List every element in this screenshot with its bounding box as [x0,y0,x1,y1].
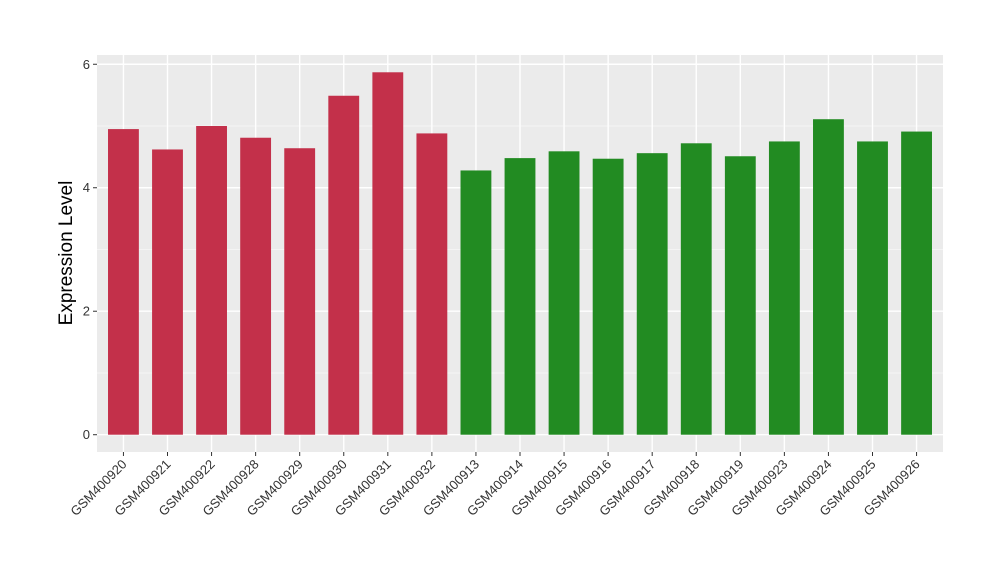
bar-GSM400925 [857,141,888,435]
bar-GSM400920 [108,129,139,435]
bar-GSM400913 [460,170,492,435]
y-tick-label: 2 [83,304,90,319]
bar-GSM400918 [680,143,712,435]
bar-GSM400923 [768,141,800,435]
bar-GSM400919 [724,156,756,435]
bar-GSM400929 [284,148,316,435]
y-axis: 0 2 4 6 [83,57,97,442]
bar-GSM400924 [813,119,844,435]
bar-GSM400930 [328,95,360,435]
y-tick-label: 4 [83,180,90,195]
y-tick-label: 0 [83,427,90,442]
bar-GSM400915 [548,151,580,435]
y-tick-label: 6 [83,57,90,72]
y-axis-title: Expression Level [56,181,77,326]
bar-GSM400917 [636,153,668,435]
bars [108,72,932,435]
x-axis: GSM400920GSM400921GSM400922GSM400928GSM4… [67,452,923,519]
bar-GSM400922 [196,126,227,435]
bar-GSM400916 [592,158,624,435]
bar-GSM400926 [901,131,932,435]
bar-GSM400928 [240,137,272,435]
bar-GSM400914 [504,158,536,435]
bar-GSM400931 [372,72,404,435]
bar-GSM400921 [152,149,183,435]
bar-GSM400932 [416,133,448,435]
